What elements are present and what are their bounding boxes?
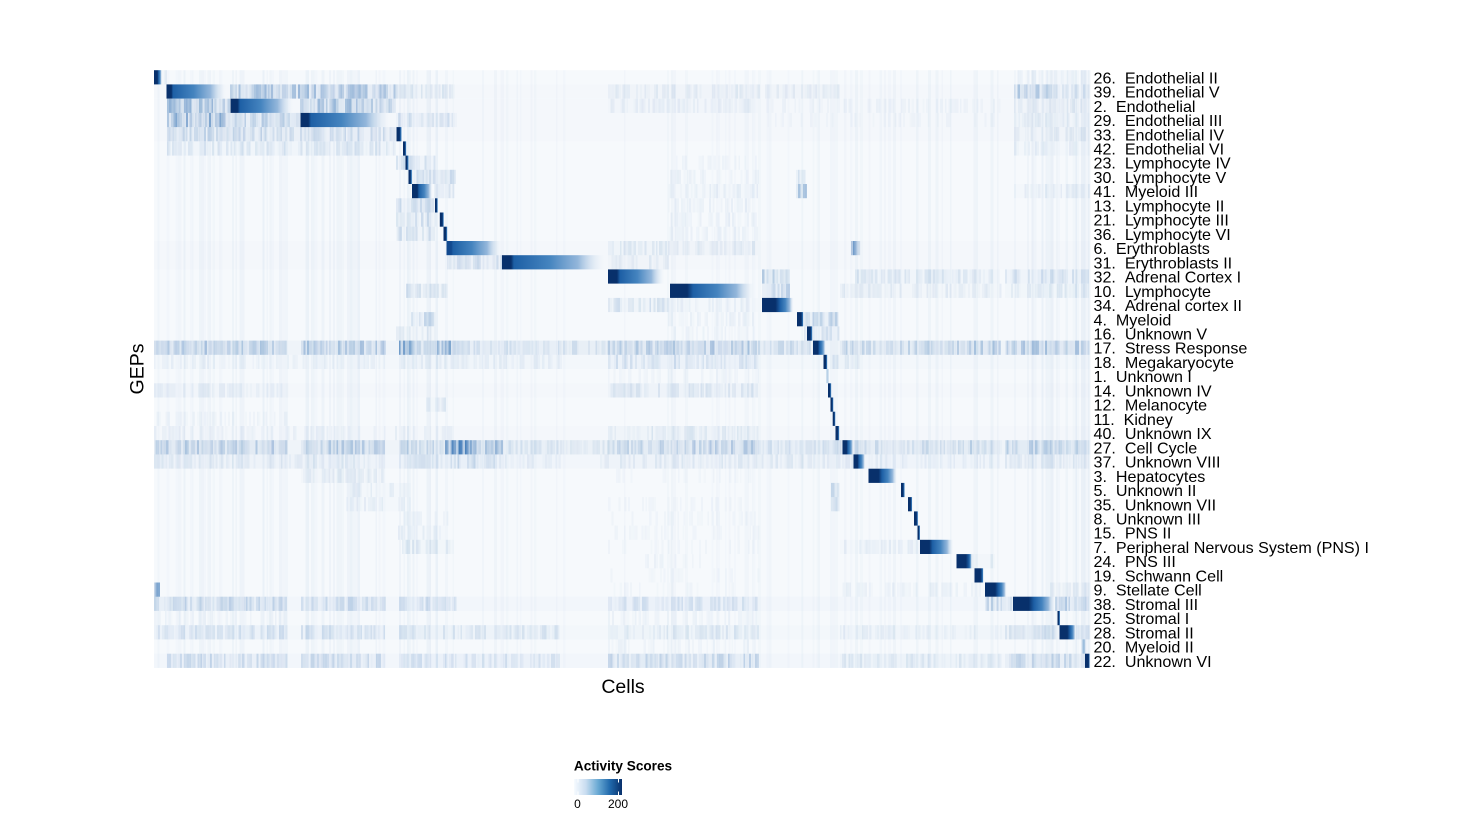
- svg-text:24. PNS III: 24. PNS III: [1094, 553, 1176, 571]
- svg-text:30. Lymphocyte V: 30. Lymphocyte V: [1094, 169, 1227, 187]
- svg-text:1. Unknown I: 1. Unknown I: [1094, 368, 1192, 386]
- svg-text:8. Unknown III: 8. Unknown III: [1094, 511, 1201, 529]
- svg-text:38. Stromal III: 38. Stromal III: [1094, 596, 1199, 614]
- svg-text:28. Stromal II: 28. Stromal II: [1094, 624, 1194, 642]
- svg-text:32. Adrenal Cortex I: 32. Adrenal Cortex I: [1094, 269, 1242, 287]
- svg-text:21. Lymphocyte III: 21. Lymphocyte III: [1094, 212, 1229, 230]
- svg-text:23. Lymphocyte IV: 23. Lymphocyte IV: [1094, 155, 1231, 173]
- svg-text:Activity Scores: Activity Scores: [574, 759, 672, 774]
- svg-text:GEPs: GEPs: [127, 343, 149, 394]
- svg-text:17. Stress Response: 17. Stress Response: [1094, 340, 1248, 358]
- svg-text:19. Schwann Cell: 19. Schwann Cell: [1094, 567, 1224, 585]
- svg-text:9. Stellate Cell: 9. Stellate Cell: [1094, 582, 1202, 600]
- svg-text:4. Myeloid: 4. Myeloid: [1094, 311, 1172, 329]
- svg-text:41. Myeloid III: 41. Myeloid III: [1094, 183, 1199, 201]
- svg-text:200: 200: [608, 797, 628, 811]
- svg-text:31. Erythroblasts II: 31. Erythroblasts II: [1094, 254, 1233, 272]
- svg-text:18. Megakaryocyte: 18. Megakaryocyte: [1094, 354, 1234, 372]
- svg-text:26. Endothelial II: 26. Endothelial II: [1094, 69, 1218, 87]
- svg-text:25. Stromal I: 25. Stromal I: [1094, 610, 1190, 628]
- svg-text:15. PNS II: 15. PNS II: [1094, 525, 1172, 543]
- svg-text:6. Erythroblasts: 6. Erythroblasts: [1094, 240, 1210, 258]
- svg-text:16. Unknown V: 16. Unknown V: [1094, 326, 1208, 344]
- svg-text:39. Endothelial V: 39. Endothelial V: [1094, 84, 1220, 102]
- svg-text:5. Unknown II: 5. Unknown II: [1094, 482, 1197, 500]
- svg-text:36. Lymphocyte VI: 36. Lymphocyte VI: [1094, 226, 1231, 244]
- svg-text:37. Unknown VIII: 37. Unknown VIII: [1094, 454, 1221, 472]
- svg-text:0: 0: [574, 797, 581, 811]
- svg-text:27. Cell Cycle: 27. Cell Cycle: [1094, 439, 1198, 457]
- svg-text:7. Peripheral Nervous System: 7. Peripheral Nervous System (PNS) I: [1094, 539, 1369, 557]
- svg-text:3. Hepatocytes: 3. Hepatocytes: [1094, 468, 1206, 486]
- svg-text:29. Endothelial III: 29. Endothelial III: [1094, 112, 1223, 130]
- svg-text:42. Endothelial VI: 42. Endothelial VI: [1094, 141, 1225, 159]
- svg-text:20. Myeloid II: 20. Myeloid II: [1094, 639, 1194, 657]
- svg-text:22. Unknown VI: 22. Unknown VI: [1094, 653, 1212, 671]
- svg-text:11. Kidney: 11. Kidney: [1094, 411, 1174, 429]
- svg-text:33. Endothelial IV: 33. Endothelial IV: [1094, 126, 1225, 144]
- svg-text:2. Endothelial: 2. Endothelial: [1094, 98, 1196, 116]
- svg-text:34. Adrenal cortex II: 34. Adrenal cortex II: [1094, 297, 1243, 315]
- svg-text:10. Lymphocyte: 10. Lymphocyte: [1094, 283, 1212, 301]
- svg-text:12. Melanocyte: 12. Melanocyte: [1094, 397, 1208, 415]
- svg-text:14. Unknown IV: 14. Unknown IV: [1094, 382, 1212, 400]
- svg-text:13. Lymphocyte II: 13. Lymphocyte II: [1094, 197, 1225, 215]
- svg-text:Cells: Cells: [601, 676, 645, 698]
- svg-text:40. Unknown IX: 40. Unknown IX: [1094, 425, 1212, 443]
- svg-text:35. Unknown VII: 35. Unknown VII: [1094, 496, 1217, 514]
